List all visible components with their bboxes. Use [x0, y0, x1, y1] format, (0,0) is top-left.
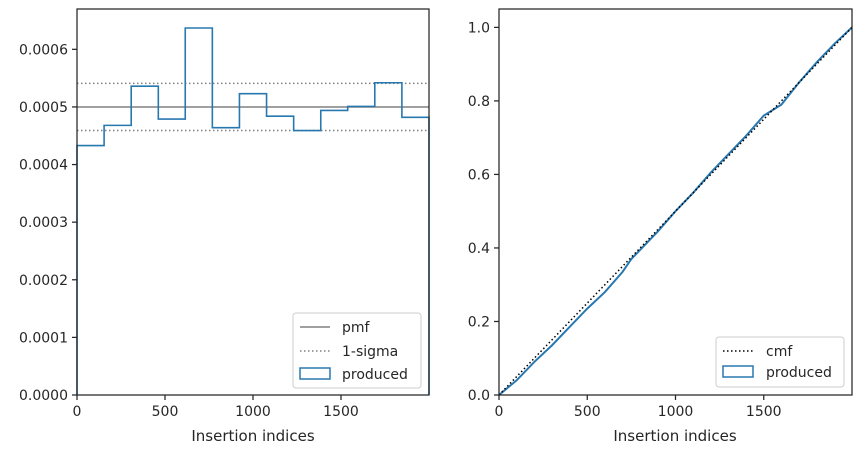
y-tick-label: 0.8 — [468, 94, 490, 110]
x-tick-label: 1500 — [746, 404, 782, 420]
cumulative-marks — [498, 26, 853, 396]
y-tick-label: 0.0003 — [19, 215, 68, 231]
histogram-legend: pmf 1-sigma produced — [292, 312, 422, 389]
y-tick-label: 0.0000 — [19, 388, 68, 404]
legend-produced-patch — [299, 367, 331, 380]
produced-histogram-step — [76, 27, 430, 395]
y-tick-label: 0.6 — [468, 167, 490, 183]
x-tick-label: 1000 — [658, 404, 694, 420]
produced-cumulative-line — [498, 26, 853, 396]
cumulative-x-ticks: 0 500 1000 1500 — [495, 395, 782, 420]
histogram-x-axis-label: Insertion indices — [191, 427, 314, 445]
y-tick-label: 0.0001 — [19, 330, 68, 346]
y-tick-label: 0.4 — [468, 241, 490, 257]
legend-cumulative-produced-label: produced — [766, 365, 832, 381]
legend-cumulative-produced-patch — [722, 365, 754, 378]
cumulative-x-axis-label: Insertion indices — [613, 427, 736, 445]
y-tick-label: 0.0 — [468, 388, 490, 404]
x-tick-label: 1000 — [235, 404, 271, 420]
cumulative-legend: cmf produced — [715, 336, 845, 388]
y-tick-label: 0.0002 — [19, 273, 68, 289]
histogram-legend-box — [292, 312, 422, 389]
x-tick-label: 500 — [574, 404, 601, 420]
cumulative-panel: 0 500 1000 1500 0.0 0.2 0.4 0.6 0.8 1.0 Insertio… — [468, 8, 853, 445]
y-tick-label: 0.0006 — [19, 42, 68, 58]
legend-cmf-label: cmf — [766, 344, 793, 360]
legend-produced-label: produced — [342, 367, 408, 383]
x-tick-label: 0 — [73, 404, 82, 420]
x-tick-label: 1500 — [323, 404, 359, 420]
y-tick-label: 0.2 — [468, 314, 490, 330]
histogram-panel: 0 500 1000 1500 0.00000.00010.00020.00030.0… — [19, 8, 430, 445]
y-tick-label: 1.0 — [468, 20, 490, 36]
cumulative-legend-box — [715, 336, 845, 388]
histogram-x-ticks: 0 500 1000 1500 — [73, 395, 359, 420]
legend-pmf-label: pmf — [342, 320, 371, 336]
cmf-line — [498, 26, 853, 396]
y-tick-label: 0.0004 — [19, 158, 68, 174]
histogram-y-ticks: 0.0000 0.0001 0.0002 0.0003 0.0004 0.0005 0.00… — [19, 42, 77, 404]
histogram-marks — [76, 27, 430, 395]
legend-sigma-label: 1-sigma — [342, 344, 398, 360]
x-tick-label: 0 — [495, 404, 504, 420]
cumulative-y-ticks: 0.0 0.2 0.4 0.6 0.8 1.0 — [468, 20, 499, 404]
x-tick-label: 500 — [152, 404, 179, 420]
y-tick-label: 0.0005 — [19, 100, 68, 116]
